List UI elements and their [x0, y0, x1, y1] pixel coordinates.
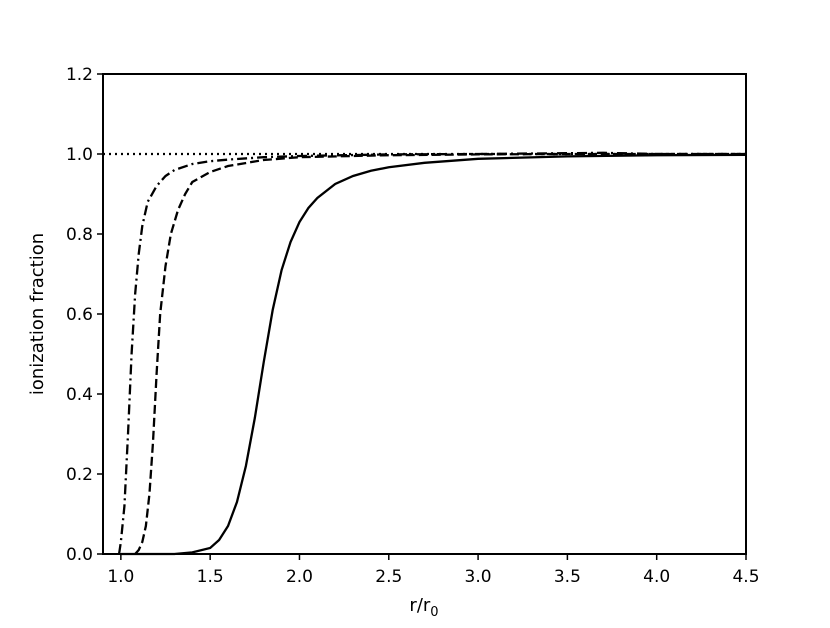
- y-axis-label: ionization fraction: [27, 233, 48, 395]
- x-tick-label: 1.0: [107, 567, 134, 587]
- series-layer: [103, 151, 747, 556]
- y-tick-label: 0.0: [66, 545, 93, 565]
- series-line-dashed: [134, 152, 746, 555]
- plot-frame: [102, 73, 747, 555]
- y-tick-label: 1.0: [66, 145, 93, 165]
- x-tick-label: 2.5: [375, 567, 402, 587]
- x-axis-label-main: r/r: [409, 595, 430, 616]
- y-tick-label: 0.6: [66, 305, 93, 325]
- x-tick-label: 2.0: [286, 567, 313, 587]
- x-tick-label: 3.0: [465, 567, 492, 587]
- x-axis-label: r/r0: [409, 595, 438, 620]
- y-tick-label: 0.2: [66, 465, 93, 485]
- x-tick-label: 4.5: [732, 567, 759, 587]
- series-line-solid: [120, 153, 747, 556]
- x-tick-label: 3.5: [554, 567, 581, 587]
- y-tick-label: 0.8: [66, 225, 93, 245]
- series-line-dashdot: [117, 151, 746, 555]
- ticks-layer: 1.0 1.5 2.0 2.5 3.0 3.5 4.0 4.5 0.0 0.2 0.4 0.6 0.8 1…: [66, 65, 760, 587]
- x-axis-label-subscript: 0: [430, 605, 438, 620]
- y-tick-label: 1.2: [66, 65, 93, 85]
- y-tick-label: 0.4: [66, 385, 93, 405]
- x-tick-label: 4.0: [643, 567, 670, 587]
- x-tick-label: 1.5: [197, 567, 224, 587]
